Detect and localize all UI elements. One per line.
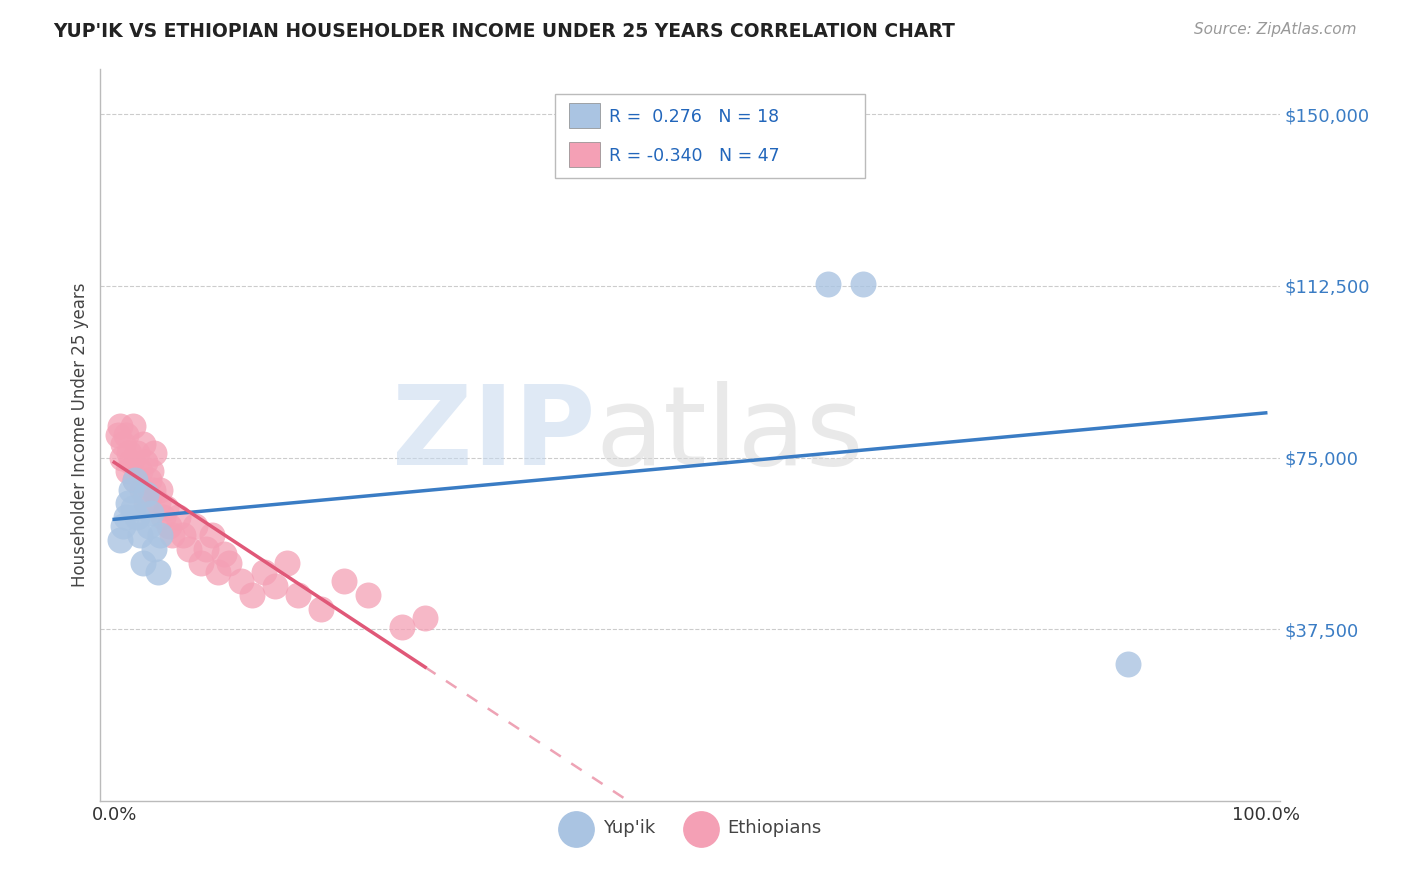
- Point: [132, 556, 155, 570]
- Point: [114, 427, 136, 442]
- Point: [107, 427, 129, 442]
- Point: [333, 574, 356, 589]
- Point: [117, 464, 139, 478]
- Point: [218, 556, 240, 570]
- Point: [121, 418, 143, 433]
- Point: [128, 464, 150, 478]
- Point: [195, 542, 218, 557]
- Point: [413, 611, 436, 625]
- Point: [391, 620, 413, 634]
- Point: [138, 474, 160, 488]
- Point: [118, 446, 141, 460]
- Point: [120, 455, 142, 469]
- Point: [131, 483, 153, 497]
- Point: [139, 464, 162, 478]
- Point: [135, 487, 157, 501]
- Point: [128, 528, 150, 542]
- Point: [108, 533, 131, 547]
- Point: [112, 437, 135, 451]
- Point: [201, 528, 224, 542]
- Point: [139, 506, 162, 520]
- Point: [155, 500, 177, 515]
- Point: [121, 500, 143, 515]
- Point: [207, 565, 229, 579]
- Text: R = -0.340   N = 47: R = -0.340 N = 47: [609, 147, 779, 165]
- Point: [212, 547, 235, 561]
- Point: [356, 588, 378, 602]
- Point: [142, 483, 165, 497]
- Point: [253, 565, 276, 579]
- Text: atlas: atlas: [596, 381, 865, 488]
- Point: [143, 446, 166, 460]
- Point: [229, 574, 252, 589]
- Point: [177, 542, 200, 557]
- Point: [143, 542, 166, 557]
- Point: [112, 519, 135, 533]
- Point: [276, 556, 298, 570]
- Point: [117, 496, 139, 510]
- Point: [146, 496, 169, 510]
- Point: [190, 556, 212, 570]
- Point: [240, 588, 263, 602]
- Point: [134, 455, 156, 469]
- Point: [311, 601, 333, 615]
- Text: YUP'IK VS ETHIOPIAN HOUSEHOLDER INCOME UNDER 25 YEARS CORRELATION CHART: YUP'IK VS ETHIOPIAN HOUSEHOLDER INCOME U…: [53, 22, 955, 41]
- Point: [127, 510, 149, 524]
- Point: [138, 519, 160, 533]
- Text: ZIP: ZIP: [392, 381, 596, 488]
- Point: [120, 483, 142, 497]
- Point: [287, 588, 309, 602]
- Text: Source: ZipAtlas.com: Source: ZipAtlas.com: [1194, 22, 1357, 37]
- Point: [114, 510, 136, 524]
- Point: [159, 519, 181, 533]
- Point: [111, 450, 134, 465]
- Point: [127, 446, 149, 460]
- Point: [264, 579, 287, 593]
- Point: [132, 437, 155, 451]
- Point: [184, 519, 207, 533]
- Point: [817, 277, 839, 291]
- Point: [146, 565, 169, 579]
- Point: [1116, 657, 1139, 671]
- Point: [124, 474, 146, 488]
- Point: [149, 483, 172, 497]
- Point: [852, 277, 875, 291]
- Point: [149, 528, 172, 542]
- Text: R =  0.276   N = 18: R = 0.276 N = 18: [609, 108, 779, 126]
- Point: [124, 474, 146, 488]
- Y-axis label: Householder Income Under 25 years: Householder Income Under 25 years: [72, 283, 89, 587]
- Point: [166, 510, 188, 524]
- Point: [172, 528, 194, 542]
- Point: [160, 528, 183, 542]
- Point: [108, 418, 131, 433]
- Point: [152, 510, 174, 524]
- Legend: Yup'ik, Ethiopians: Yup'ik, Ethiopians: [551, 812, 830, 845]
- Point: [135, 496, 157, 510]
